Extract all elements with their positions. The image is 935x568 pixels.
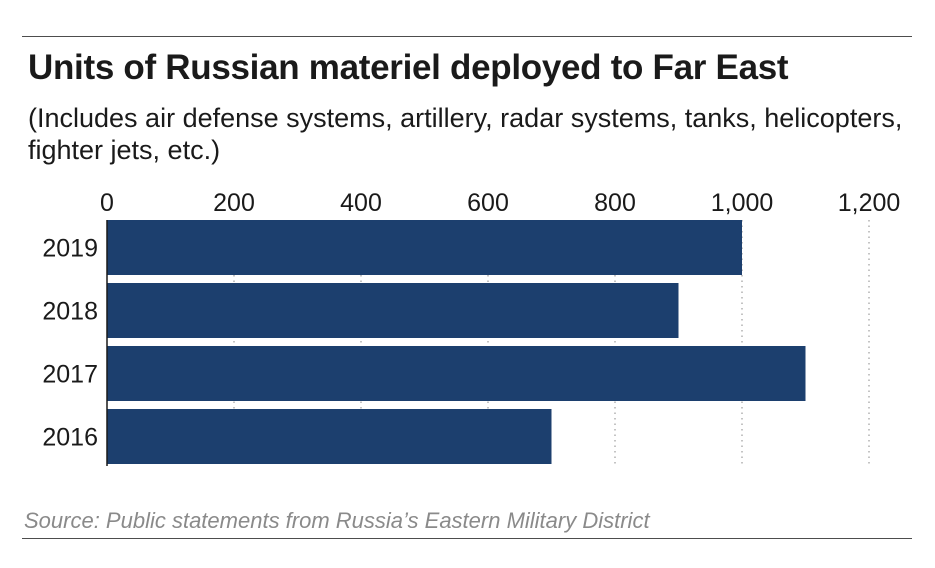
x-tick-label: 1,000 xyxy=(711,189,774,217)
source-note: Source: Public statements from Russia’s … xyxy=(24,508,650,533)
bar xyxy=(107,220,742,275)
chart-subtitle: (Includes air defense systems, artillery… xyxy=(28,103,903,165)
y-category-label: 2016 xyxy=(42,424,98,452)
y-category-label: 2017 xyxy=(42,361,98,389)
x-tick-label: 800 xyxy=(594,189,636,217)
bar xyxy=(107,346,806,401)
y-category-label: 2018 xyxy=(42,298,98,326)
bar xyxy=(107,409,552,464)
x-tick-label: 400 xyxy=(340,189,382,217)
chart-title: Units of Russian materiel deployed to Fa… xyxy=(28,48,789,87)
x-tick-label: 600 xyxy=(467,189,509,217)
top-rule xyxy=(22,36,912,37)
bottom-rule xyxy=(22,538,912,539)
y-category-label: 2019 xyxy=(42,235,98,263)
bar xyxy=(107,283,679,338)
x-tick-label: 0 xyxy=(100,189,114,217)
x-tick-label: 1,200 xyxy=(838,189,901,217)
x-tick-label: 200 xyxy=(213,189,255,217)
